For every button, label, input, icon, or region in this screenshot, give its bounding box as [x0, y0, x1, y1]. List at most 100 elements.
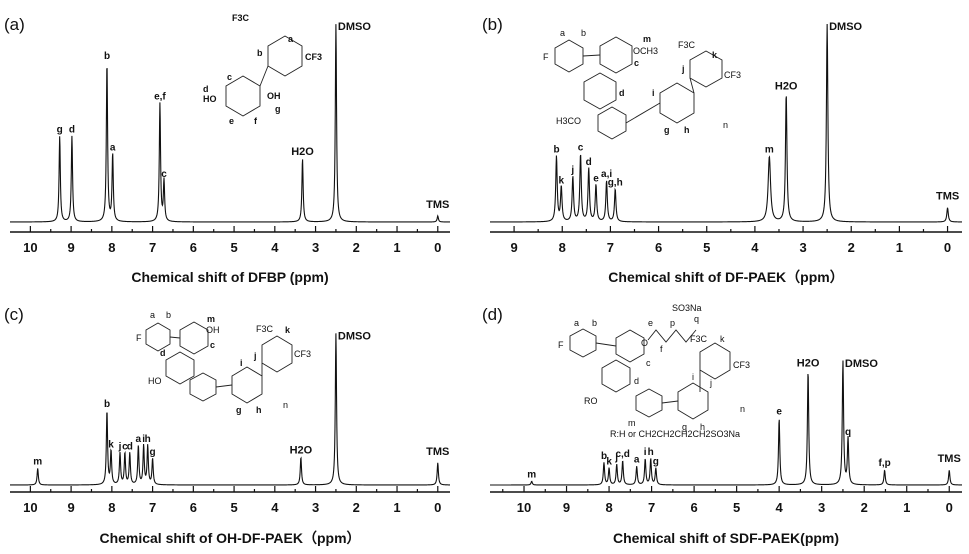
x-tick-label: 1: [393, 240, 400, 255]
panel-c-ring-naph-top: [179, 321, 209, 355]
panel-b-mol-h3co: H3CO: [556, 116, 581, 126]
x-tick-label: 1: [393, 500, 400, 515]
panel-c-label: (c): [4, 305, 24, 324]
peak-label: b: [104, 51, 110, 62]
panel-b-mol-d: d: [619, 88, 625, 98]
peak-label: h: [648, 447, 654, 458]
panel-d-mol-j: j: [709, 378, 712, 388]
x-tick-label: 5: [230, 240, 237, 255]
panel-a-mol-c: c: [227, 72, 232, 82]
x-tick-label: 7: [648, 500, 655, 515]
panel-c-mol-c: c: [210, 340, 215, 350]
panel-b-mol-k: k: [712, 50, 718, 60]
panel-c-mol-n: n: [283, 400, 288, 410]
peak-label: m: [765, 145, 774, 156]
x-tick-label: 0: [946, 500, 953, 515]
panel-c-molecule: F a b m OH c d HO F3C k j CF3 i g h n: [136, 310, 311, 415]
x-tick-label: 8: [605, 500, 612, 515]
panel-b-mol-i: i: [652, 88, 655, 98]
panel-c-mol-i: i: [240, 358, 243, 368]
panel-b-mol-h: h: [684, 125, 690, 135]
x-tick-label: 8: [108, 240, 115, 255]
peak-label: f,p: [878, 458, 890, 469]
peak-label: j: [570, 165, 574, 176]
panel-d-mol-f3c: F3C: [690, 334, 708, 344]
panel-d-ring-hydro: [677, 382, 709, 420]
peak-label: TMS: [936, 191, 959, 203]
spectrum-line: [10, 333, 450, 486]
panel-b-ring-left: [554, 39, 584, 73]
panel-d-ring-naph-top: [615, 329, 645, 363]
peak-label: a: [136, 434, 142, 445]
x-tick-label: 3: [312, 240, 319, 255]
panel-b-ring-naph-top: [599, 36, 633, 74]
peak-label: g: [653, 456, 659, 467]
panel-d-molecule: F a b e p q SO3Na f O F3C k CF3 c d i j …: [558, 303, 750, 439]
panel-d-bond-2: [661, 400, 679, 404]
x-tick-label: 2: [353, 500, 360, 515]
panel-c-bond-2: [215, 384, 233, 388]
panel-c-mol-ho: HO: [148, 376, 162, 386]
x-tick-label: 4: [776, 500, 784, 515]
x-tick-label: 5: [733, 500, 740, 515]
panel-d-mol-ro: RO: [584, 396, 598, 406]
peak-label: e,f: [154, 92, 166, 103]
x-tick-label: 9: [563, 500, 570, 515]
panel-b-mol-a: a: [560, 28, 565, 38]
panel-d-mol-i: i: [692, 372, 694, 382]
x-axis-title: Chemical shift of DF-PAEK（ppm）: [608, 269, 843, 285]
peak-label: g: [57, 124, 63, 135]
panel-d-mol-cf3: CF3: [733, 360, 750, 370]
panel-b-bond-2: [625, 102, 661, 124]
panel-b-bond-3: [689, 77, 695, 94]
peak-label: a: [634, 455, 640, 466]
panel-b-mol-f: F: [543, 52, 549, 62]
peak-label: c,d: [615, 449, 629, 460]
peak-label: DMSO: [338, 21, 371, 33]
peak-label: q: [845, 427, 851, 438]
x-tick-label: 5: [703, 240, 710, 255]
panel-b-mol-f3c: F3C: [678, 40, 696, 50]
panel-d-ring-naph-bottom: [601, 359, 631, 393]
peak-label: b: [553, 145, 559, 156]
panel-a-mol-ho: HO: [203, 94, 217, 104]
panel-c-bond-1: [169, 336, 181, 339]
x-tick-label: 9: [67, 240, 74, 255]
x-tick-label: 4: [271, 240, 279, 255]
panel-a-mol-f3c: F3C: [232, 13, 250, 23]
peak-label: m: [527, 469, 536, 480]
spectrum-line: [490, 360, 962, 486]
panel-d-mol-c: c: [646, 358, 651, 368]
panel-d-side-chain: [647, 329, 697, 343]
panel-a-mol-g: g: [275, 104, 281, 114]
peak-label: H2O: [797, 357, 820, 369]
panel-a-mol-b: b: [257, 48, 263, 58]
panel-a-mol-e: e: [229, 116, 234, 126]
peak-label: i: [142, 434, 145, 445]
x-tick-label: 8: [108, 500, 115, 515]
x-tick-label: 10: [517, 500, 531, 515]
panel-d-ring-left: [569, 328, 597, 358]
panel-c-mol-d: d: [160, 348, 166, 358]
panel-d-label: (d): [482, 305, 503, 324]
peak-label: c: [161, 169, 167, 180]
x-tick-label: 2: [353, 240, 360, 255]
x-tick-label: 1: [903, 500, 910, 515]
x-tick-label: 2: [848, 240, 855, 255]
peak-label: TMS: [426, 446, 449, 458]
spectrum-line: [10, 24, 451, 223]
peak-label: h: [145, 434, 151, 445]
panel-c-ring-naph-bottom: [165, 351, 195, 385]
panel-c-ring-left: [145, 322, 171, 352]
peak-label: DMSO: [338, 330, 371, 342]
panel-b-mol-m: m: [643, 34, 651, 44]
panel-a-label: (a): [4, 15, 25, 34]
panel-d-mol-r-note: R:H or CH2CH2CH2CH2SO3Na: [610, 429, 740, 439]
panel-d-mol-m: m: [628, 418, 636, 428]
panel-a-ring-bottom: [225, 75, 261, 117]
x-tick-label: 9: [510, 240, 517, 255]
panel-c-mol-k: k: [285, 325, 291, 335]
